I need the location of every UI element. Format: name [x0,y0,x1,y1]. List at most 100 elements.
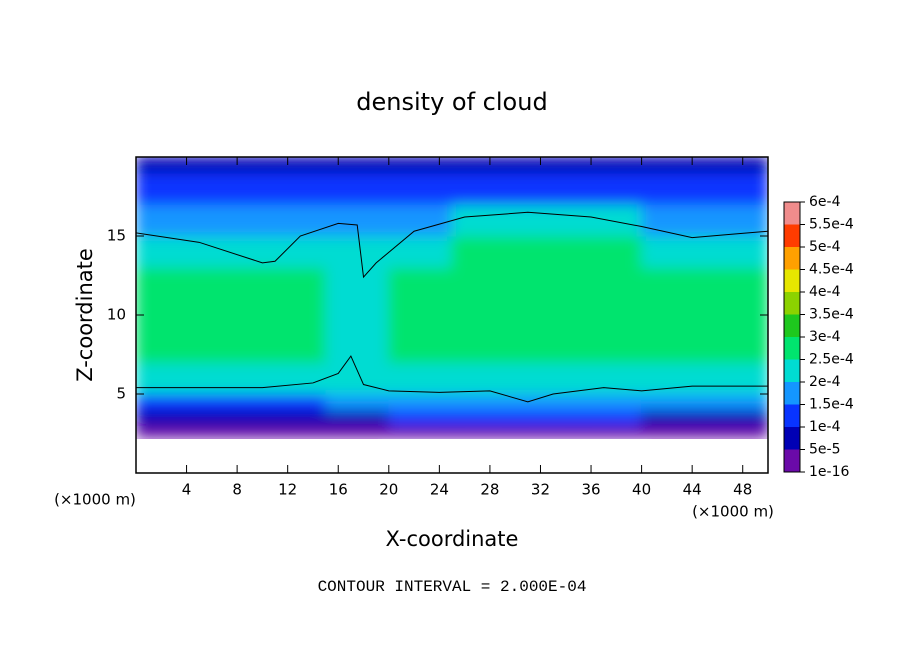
field-cell [641,203,706,237]
field-cell [514,172,579,205]
colorbar-band [784,247,800,270]
field-cell [388,172,453,205]
field-cell [577,157,643,174]
field-cell [641,267,706,300]
field-cell [198,330,263,363]
field-cell [704,361,768,395]
colorbar-band [784,382,800,405]
field-cell [641,361,706,395]
field-cell [136,409,200,427]
contour-line [136,355,768,403]
x-tick-label: 40 [632,481,651,499]
field-cell [704,393,768,411]
chart-title: density of cloud [356,88,547,116]
field-cell [261,203,327,237]
field-cell [136,235,200,269]
field-cell [388,203,453,237]
field-cell [577,425,643,439]
y-tick-label: 5 [116,385,126,403]
field-cell [325,157,390,174]
x-tick-label: 48 [733,481,752,499]
field-cell [451,393,516,411]
field-cell [325,425,390,439]
colorbar-label: 2e-4 [809,374,841,390]
field-cell [261,298,327,332]
x-tick-label: 20 [379,481,398,499]
field-cell [577,172,643,205]
x-tick-label: 28 [480,481,499,499]
contour-interval: CONTOUR INTERVAL = 2.000E-04 [318,578,587,596]
field-cell [577,267,643,300]
field-cell [325,361,390,395]
field-cell [451,425,516,439]
colorbar-label: 4e-4 [809,284,841,300]
field-cell [136,157,200,174]
field-cell [514,235,579,269]
field-cell [514,361,579,395]
field-cell [325,393,390,411]
field-cell [704,267,768,300]
colorbar-band [784,224,800,247]
colorbar-label: 4.5e-4 [809,262,854,278]
field-cell [198,267,263,300]
field-cell [198,409,263,427]
field-cell [577,298,643,332]
field-cell [136,330,200,363]
field-cell [261,235,327,269]
field-cell [325,298,390,332]
colorbar-band [784,202,800,225]
field-cell [641,330,706,363]
colorbar-band [784,337,800,360]
field-cell [261,267,327,300]
field-cell [704,157,768,174]
field-cell [514,157,579,174]
field-cell [451,298,516,332]
colorbar-label: 5e-5 [809,442,840,458]
field-cell [136,393,200,411]
colorbar-band [784,314,800,337]
field-cell [388,409,453,427]
field-cell [388,361,453,395]
field-cells [136,157,768,439]
field-cell [136,267,200,300]
field-cell [325,267,390,300]
x-tick-label: 4 [182,481,192,499]
x-unit: (×1000 m) [54,491,136,509]
field-cell [704,298,768,332]
field-cell [261,425,327,439]
field-cell [388,298,453,332]
field-cell [388,267,453,300]
colorbar-label: 2.5e-4 [809,352,854,368]
x-tick-label: 24 [430,481,449,499]
field-cell [261,330,327,363]
field-cell [514,267,579,300]
field-cell [451,235,516,269]
field-cell [136,172,200,205]
contour-lines [136,211,768,403]
field-cell [198,172,263,205]
colorbar-label: 1e-16 [809,464,849,480]
field-cell [704,172,768,205]
field-cell [261,361,327,395]
field-cell [261,393,327,411]
field-cell [451,267,516,300]
field-cell [451,172,516,205]
x-tick-label: 12 [278,481,297,499]
field-cell [514,425,579,439]
field-cell [641,425,706,439]
field-cell [388,330,453,363]
x-tick-label: 36 [581,481,600,499]
field-cell [388,393,453,411]
y-axis-label: Z-coordinate [73,248,97,382]
colorbar-band [784,269,800,292]
field-cell [577,330,643,363]
field-cell [704,330,768,363]
field-cell [136,361,200,395]
y-tick-label: 15 [107,227,126,245]
contour-line [136,211,768,279]
colorbar-label: 3e-4 [809,329,841,345]
colorbar-label: 1.5e-4 [809,397,854,413]
colorbar-label: 5e-4 [809,239,841,255]
field-cell [514,298,579,332]
